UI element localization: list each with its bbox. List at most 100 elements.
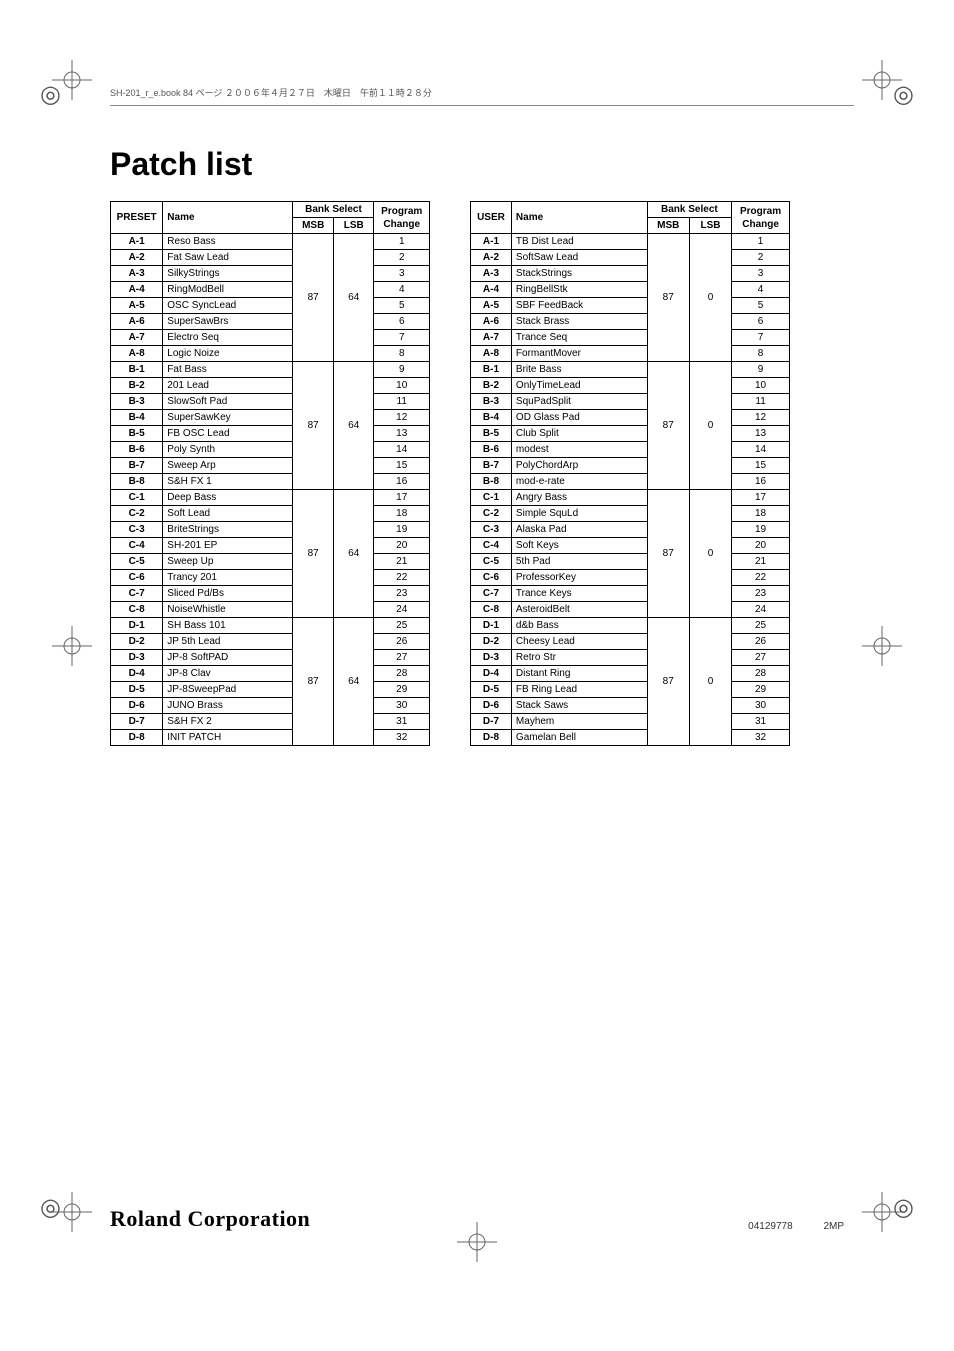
cell-id: A-6 (471, 314, 512, 330)
cell-id: A-1 (111, 234, 163, 250)
table-row: B-4OD Glass Pad12 (471, 410, 790, 426)
cell-name: SilkyStrings (163, 266, 293, 282)
cell-name: S&H FX 2 (163, 714, 293, 730)
cell-name: Club Split (511, 426, 647, 442)
cell-name: Retro Str (511, 650, 647, 666)
cell-change: 28 (374, 666, 430, 682)
cell-name: SH Bass 101 (163, 618, 293, 634)
cell-change: 24 (732, 602, 790, 618)
cell-name: Deep Bass (163, 490, 293, 506)
th-bankselect: Bank Select (647, 202, 732, 218)
table-row: C-4SH-201 EP20 (111, 538, 430, 554)
table-row: A-1TB Dist Lead8701 (471, 234, 790, 250)
cell-name: Sweep Arp (163, 458, 293, 474)
cell-msb: 87 (293, 618, 334, 746)
cell-name: ProfessorKey (511, 570, 647, 586)
cell-name: Simple SquLd (511, 506, 647, 522)
cell-name: RingModBell (163, 282, 293, 298)
decoration-icon: ◎ (893, 80, 914, 109)
cell-id: B-8 (111, 474, 163, 490)
cell-change: 27 (374, 650, 430, 666)
cell-id: A-2 (111, 250, 163, 266)
cell-change: 1 (732, 234, 790, 250)
footer-logo: Roland Corporation (110, 1206, 310, 1232)
cell-id: C-6 (471, 570, 512, 586)
cell-change: 13 (732, 426, 790, 442)
cell-name: NoiseWhistle (163, 602, 293, 618)
table-row: D-1SH Bass 101876425 (111, 618, 430, 634)
cell-id: C-2 (471, 506, 512, 522)
cell-name: JUNO Brass (163, 698, 293, 714)
th-name: Name (163, 202, 293, 234)
cell-name: Soft Lead (163, 506, 293, 522)
cell-id: C-6 (111, 570, 163, 586)
cell-lsb: 64 (333, 362, 374, 490)
table-row: D-3Retro Str 27 (471, 650, 790, 666)
cell-change: 21 (374, 554, 430, 570)
cell-name: SuperSawBrs (163, 314, 293, 330)
cell-change: 16 (374, 474, 430, 490)
table-row: C-3Alaska Pad19 (471, 522, 790, 538)
cell-id: A-1 (471, 234, 512, 250)
table-row: C-1Deep Bass876417 (111, 490, 430, 506)
cell-change: 24 (374, 602, 430, 618)
th-program: Program Change (732, 202, 790, 234)
cell-msb: 87 (647, 234, 689, 362)
table-row: D-7S&H FX 231 (111, 714, 430, 730)
cell-id: B-6 (111, 442, 163, 458)
cell-name: modest (511, 442, 647, 458)
cell-id: B-6 (471, 442, 512, 458)
cell-id: D-5 (111, 682, 163, 698)
th-bankselect: Bank Select (293, 202, 374, 218)
table-row: B-3SlowSoft Pad11 (111, 394, 430, 410)
cell-name: d&b Bass (511, 618, 647, 634)
cell-lsb: 64 (333, 490, 374, 618)
cell-change: 22 (374, 570, 430, 586)
table-row: D-3JP-8 SoftPAD27 (111, 650, 430, 666)
table-row: A-7Trance Seq7 (471, 330, 790, 346)
table-row: D-4Distant Ring28 (471, 666, 790, 682)
cell-change: 1 (374, 234, 430, 250)
cell-change: 28 (732, 666, 790, 682)
cell-id: D-3 (471, 650, 512, 666)
cell-change: 22 (732, 570, 790, 586)
cell-change: 5 (732, 298, 790, 314)
table-row: A-6Stack Brass6 (471, 314, 790, 330)
cell-name: Stack Saws (511, 698, 647, 714)
cell-change: 3 (374, 266, 430, 282)
cell-lsb: 0 (689, 618, 731, 746)
th-msb: MSB (647, 218, 689, 234)
cell-change: 10 (374, 378, 430, 394)
cell-change: 3 (732, 266, 790, 282)
table-row: D-5JP-8SweepPad29 (111, 682, 430, 698)
cell-name: SoftSaw Lead (511, 250, 647, 266)
cell-name: Fat Bass (163, 362, 293, 378)
cell-change: 7 (732, 330, 790, 346)
cell-name: FB OSC Lead (163, 426, 293, 442)
cell-id: D-1 (111, 618, 163, 634)
cell-msb: 87 (293, 490, 334, 618)
cell-id: B-4 (111, 410, 163, 426)
table-row: C-7Trance Keys23 (471, 586, 790, 602)
cell-change: 32 (374, 730, 430, 746)
cell-change: 25 (374, 618, 430, 634)
th-id: PRESET (111, 202, 163, 234)
tables-container: PRESETNameBank SelectProgram ChangeMSBLS… (110, 201, 854, 746)
cell-id: D-1 (471, 618, 512, 634)
cell-name: FormantMover (511, 346, 647, 362)
cell-change: 26 (732, 634, 790, 650)
cell-name: SlowSoft Pad (163, 394, 293, 410)
crop-mark-icon (862, 626, 902, 666)
cell-id: B-5 (471, 426, 512, 442)
cell-id: B-2 (111, 378, 163, 394)
cell-id: B-5 (111, 426, 163, 442)
table-row: C-55th Pad21 (471, 554, 790, 570)
table-row: B-8mod-e-rate16 (471, 474, 790, 490)
table-row: B-6Poly Synth14 (111, 442, 430, 458)
cell-change: 27 (732, 650, 790, 666)
cell-name: 201 Lead (163, 378, 293, 394)
cell-id: D-5 (471, 682, 512, 698)
cell-change: 20 (374, 538, 430, 554)
cell-id: B-8 (471, 474, 512, 490)
table-row: D-1d&b Bass87025 (471, 618, 790, 634)
